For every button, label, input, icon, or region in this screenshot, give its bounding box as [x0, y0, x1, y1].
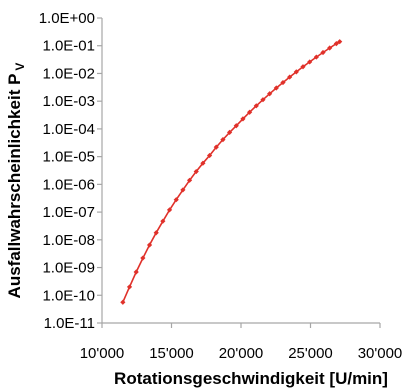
- y-tick-labels: 1.0E-11 1.0E-10 1.0E-09 1.0E-08 1.0E-07 1.0E-…: [39, 10, 95, 332]
- y-tick-label: 1.0E-08: [42, 232, 95, 249]
- data-point: [227, 129, 233, 135]
- y-tick-label: 1.0E-05: [42, 149, 95, 166]
- series-line: [122, 41, 341, 303]
- y-tick-label: 1.0E-03: [42, 93, 95, 110]
- y-tick-label: 1.0E-10: [42, 287, 95, 304]
- data-point: [193, 168, 199, 175]
- data-point: [140, 255, 146, 261]
- data-point: [233, 123, 239, 129]
- y-tick-label: 1.0E-07: [42, 204, 95, 221]
- data-point: [287, 74, 293, 80]
- data-point: [320, 49, 326, 56]
- data-point: [313, 54, 319, 60]
- axes: [97, 17, 381, 328]
- x-tick-labels: 10'000 15'000 20'000 25'000 30'000: [80, 345, 403, 362]
- y-tick-label: 1.0E-06: [42, 176, 95, 193]
- series: [122, 41, 341, 303]
- x-tick-label: 30'000: [358, 345, 403, 362]
- data-point: [300, 64, 306, 70]
- y-tick-label: 1.0E-11: [44, 315, 95, 332]
- data-point: [200, 160, 206, 166]
- data-point: [126, 284, 133, 290]
- x-tick-label: 10'000: [80, 345, 125, 362]
- data-point: [337, 39, 343, 45]
- data-point: [120, 299, 126, 305]
- y-tick-label: 1.0E-01: [42, 38, 95, 55]
- data-point: [146, 242, 153, 248]
- data-point: [293, 69, 299, 75]
- data-point: [327, 45, 333, 51]
- x-axis-title: Rotationsgeschwindigkeit [U/min]: [114, 369, 388, 388]
- data-point: [206, 152, 213, 159]
- data-point: [253, 103, 259, 109]
- y-axis-title: Ausfallwahrscheinlichkeit P V: [5, 63, 27, 299]
- data-point: [240, 116, 246, 122]
- x-tick-label: 25'000: [288, 345, 333, 362]
- data-point: [180, 187, 186, 193]
- data-point: [280, 79, 286, 86]
- data-point: [173, 197, 179, 203]
- y-axis-title-subscript: V: [13, 63, 27, 71]
- data-point: [220, 137, 226, 143]
- data-point: [267, 91, 273, 97]
- data-point: [247, 109, 253, 115]
- data-point: [260, 97, 266, 103]
- data-point: [166, 207, 173, 213]
- x-tick-label: 20'000: [219, 345, 264, 362]
- data-point: [186, 177, 193, 183]
- y-tick-label: 1.0E-04: [42, 121, 95, 138]
- data-point: [333, 41, 339, 47]
- series-markers: [120, 39, 343, 305]
- data-point: [133, 269, 139, 275]
- y-tick-label: 1.0E-09: [42, 260, 95, 277]
- data-point: [153, 230, 159, 236]
- y-tick-label: 1.0E-02: [42, 65, 95, 82]
- y-tick-label: 1.0E+00: [39, 10, 95, 27]
- y-axis-title-text: Ausfallwahrscheinlichkeit P: [5, 74, 24, 299]
- data-point: [307, 59, 313, 65]
- x-tick-label: 15'000: [149, 345, 194, 362]
- data-point: [213, 144, 219, 150]
- data-point: [273, 85, 279, 91]
- data-point: [160, 218, 166, 224]
